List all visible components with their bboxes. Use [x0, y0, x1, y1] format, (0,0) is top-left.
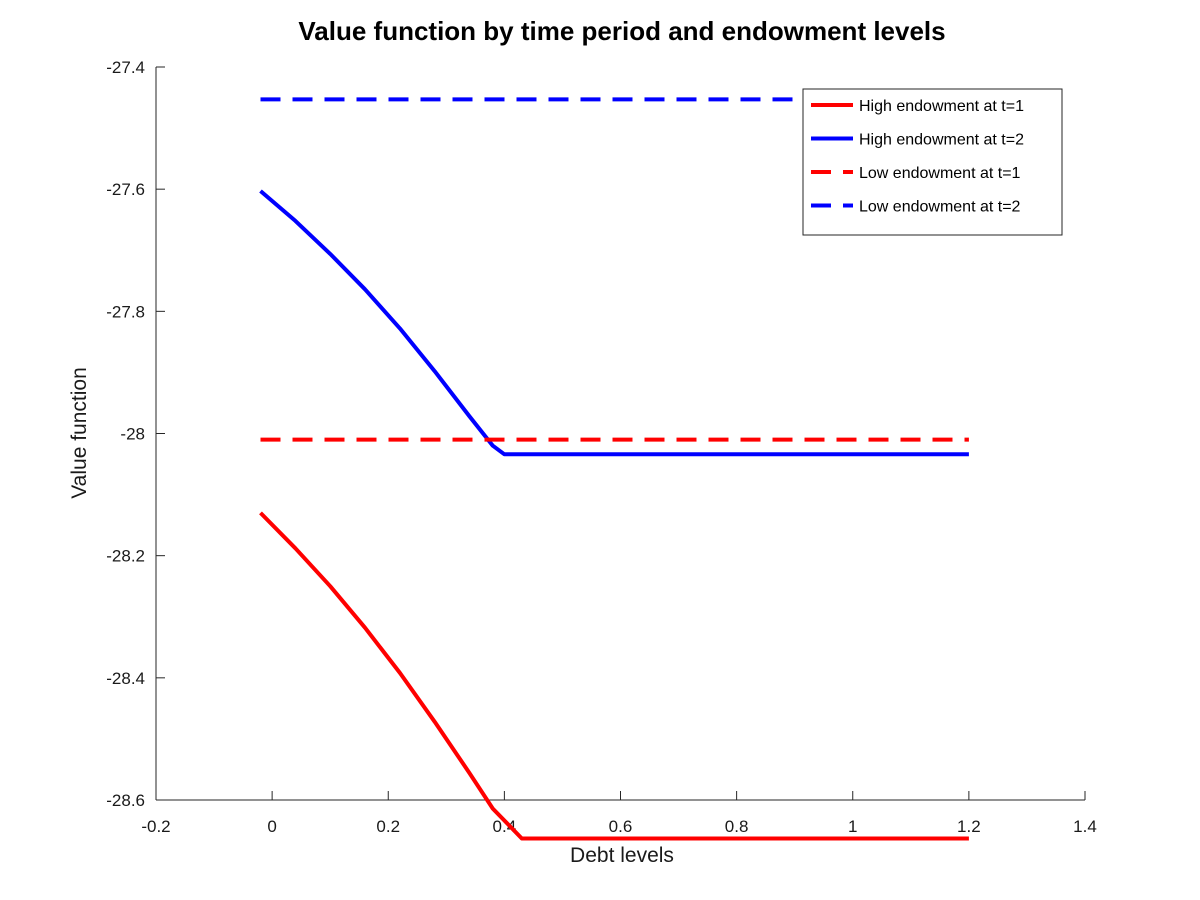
x-tick-label: 0.6: [609, 817, 633, 836]
legend-label: Low endowment at t=2: [859, 199, 1021, 216]
x-tick-label: 0.2: [376, 817, 400, 836]
series-line-2: [259, 189, 969, 457]
x-tick-label: -0.2: [141, 817, 170, 836]
tick-marks: -0.2 0 0.2 0.4 0.6 0.8 1 1.2 1.4 -28.6 -28.4 -28.2 -…: [106, 58, 1097, 836]
y-tick-label: -28.6: [106, 791, 145, 810]
x-tick-label: 0.8: [725, 817, 749, 836]
y-tick-label: -28.4: [106, 669, 145, 688]
legend-label: High endowment at t=2: [859, 132, 1024, 149]
x-tick-label: 1: [848, 817, 857, 836]
legend: High endowment at t=1 High endowment at t…: [802, 88, 1063, 236]
y-tick-label: -28: [120, 425, 145, 444]
y-axis-label: Value function: [68, 367, 91, 499]
x-axis-label: Debt levels: [570, 844, 674, 867]
x-tick-label: 0.4: [493, 817, 517, 836]
y-tick-label: -27.4: [106, 58, 145, 77]
x-tick-label: 1.2: [957, 817, 981, 836]
y-tick-label: -28.2: [106, 547, 145, 566]
x-tick-label: 0: [267, 817, 276, 836]
chart-title: Value function by time period and endowm…: [298, 16, 945, 46]
legend-label: High endowment at t=1: [859, 98, 1024, 115]
legend-label: Low endowment at t=1: [859, 165, 1021, 182]
x-tick-label: 1.4: [1073, 817, 1097, 836]
series-line-1: [259, 511, 969, 841]
y-tick-label: -27.6: [106, 180, 145, 199]
legend-box: [802, 88, 1063, 236]
y-tick-label: -27.8: [106, 302, 145, 321]
